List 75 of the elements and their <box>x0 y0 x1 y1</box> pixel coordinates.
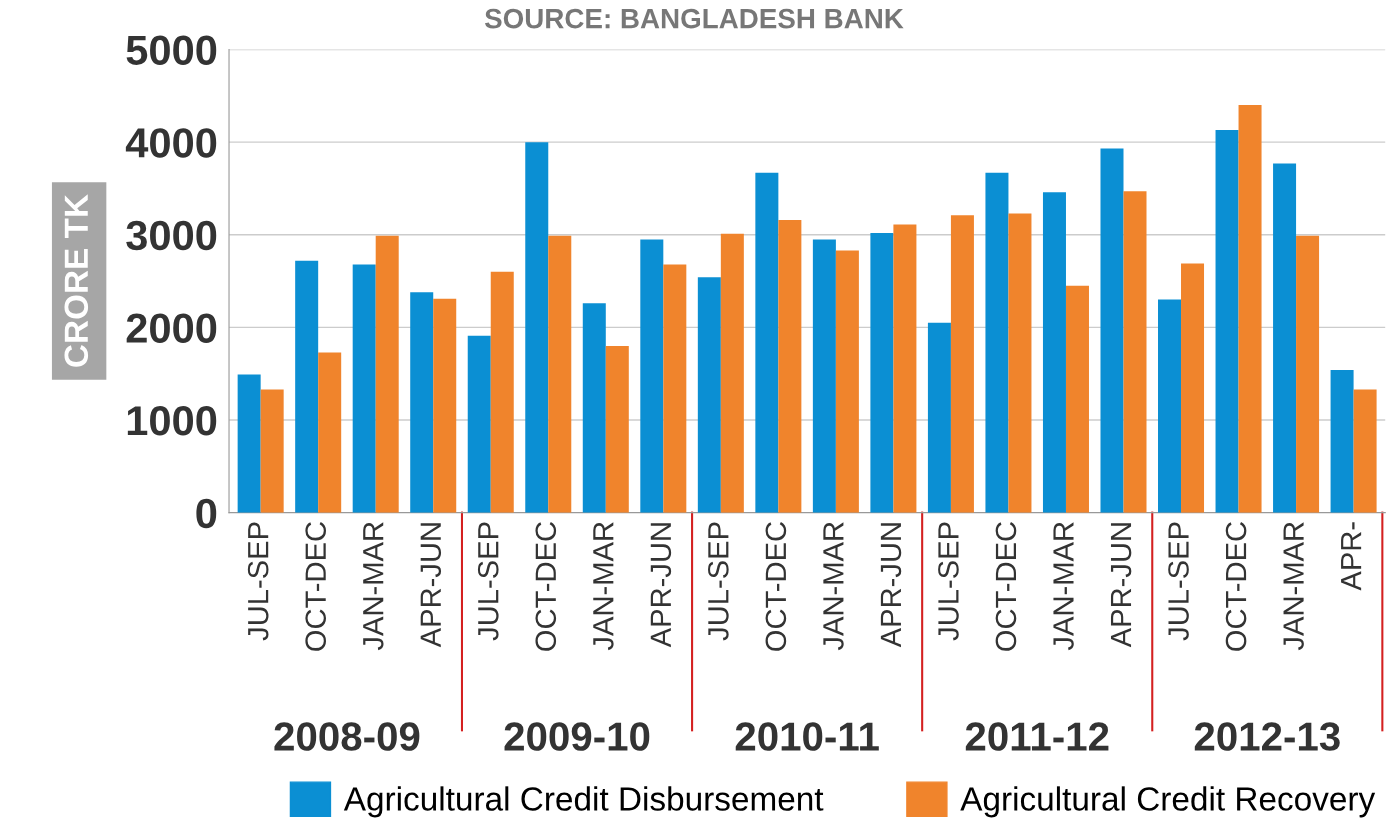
x-tick-label: JUL-SEP <box>938 522 959 641</box>
bar <box>1215 130 1239 513</box>
y-tick-label: 3000 <box>126 220 217 251</box>
x-tick-label: JUL-SEP <box>1168 522 1189 641</box>
bar <box>352 264 376 513</box>
text: 2008-09 <box>274 722 420 751</box>
x-tick-label: JUL-SEP <box>708 522 729 641</box>
bar <box>778 219 802 513</box>
x-tick-label: OCT-DEC <box>305 522 327 651</box>
source-note: SOURCE: BANGLADESH BANK <box>484 8 904 29</box>
bar <box>755 172 779 513</box>
bar <box>1065 285 1089 513</box>
x-tick-label: OCT-DEC <box>995 522 1017 651</box>
bar <box>605 345 629 513</box>
bar <box>548 235 572 513</box>
bar <box>1296 235 1320 513</box>
x-tick-label: JUL-SEP <box>477 522 499 641</box>
bar <box>1158 299 1182 513</box>
y-tick-label: 5000 <box>126 35 217 66</box>
bar <box>410 292 434 513</box>
y-tick-label: 1000 <box>127 406 217 436</box>
bar <box>582 303 606 513</box>
y-tick-label: 2000 <box>126 313 217 343</box>
bar <box>490 271 514 513</box>
x-tick-label: OCT-DEC <box>535 522 557 651</box>
x-tick-label: OCT-DEC <box>765 522 787 651</box>
x-tick-label: APR-JUN <box>1110 523 1132 648</box>
bar <box>720 233 744 513</box>
x-tick-label: APR-JUN <box>880 523 902 648</box>
bar <box>1100 148 1124 513</box>
text: 2010-11 <box>735 722 879 751</box>
bar <box>812 239 836 513</box>
bar <box>663 264 687 513</box>
x-tick-label: JAN-MAR <box>1283 522 1304 651</box>
bar <box>870 232 894 513</box>
bar <box>260 389 284 513</box>
x-tick-label: JAN-MAR <box>593 522 614 651</box>
bar <box>927 322 951 513</box>
bar <box>525 142 549 513</box>
bar <box>1042 192 1066 513</box>
x-tick-label: JAN-MAR <box>823 522 844 651</box>
legend-label: Agricultural Credit Disbursement <box>343 786 824 818</box>
bar <box>893 224 917 513</box>
bar <box>1181 263 1205 513</box>
bar <box>1353 389 1377 513</box>
bar <box>950 215 974 513</box>
bar <box>835 250 859 513</box>
y-axis-title: CRORE TK <box>64 194 89 367</box>
bar <box>375 235 399 513</box>
x-tick-label: APR- <box>1341 522 1362 591</box>
bar <box>985 172 1009 513</box>
x-tick-label: OCT-DEC <box>1225 522 1247 651</box>
legend-label: Agricultural Credit Recovery <box>960 786 1376 818</box>
x-tick-label: JUL-SEP <box>247 522 269 641</box>
bar <box>318 352 342 513</box>
bar <box>640 239 664 513</box>
bar <box>1330 369 1354 513</box>
y-tick-label: 4000 <box>125 128 217 158</box>
x-tick-label: JAN-MAR <box>363 522 384 651</box>
bar <box>295 260 319 513</box>
text: 2011-12 <box>965 722 1109 751</box>
x-tick-label: APR-JUN <box>420 523 442 648</box>
x-tick-label: APR-JUN <box>650 523 672 648</box>
bar <box>237 374 261 513</box>
text: 2009-10 <box>504 722 650 751</box>
y-tick-label: 0 <box>196 498 217 529</box>
bar <box>433 298 457 513</box>
bar <box>1238 105 1262 513</box>
bar <box>1008 213 1032 513</box>
bar <box>697 277 721 513</box>
bar <box>1273 163 1297 513</box>
text: 2012-13 <box>1194 722 1340 751</box>
x-tick-label: JAN-MAR <box>1053 522 1074 651</box>
bar <box>1123 191 1147 513</box>
bar <box>467 335 491 513</box>
